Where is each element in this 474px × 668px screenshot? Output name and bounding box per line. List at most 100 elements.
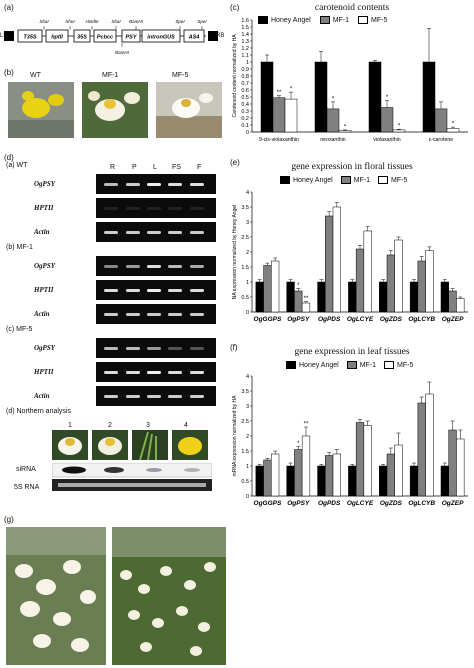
chart-f-title: gene expression in leaf tissues bbox=[294, 347, 410, 357]
x-category-label: violaxanthin bbox=[373, 137, 401, 143]
chart-carotenoid: 00.10.20.30.40.50.60.70.80.911.11.21.31.… bbox=[232, 18, 468, 143]
gel-row-label: HPTII bbox=[34, 286, 54, 294]
bar bbox=[325, 455, 334, 497]
x-category-label: OgZDS bbox=[380, 316, 403, 323]
bar bbox=[272, 97, 286, 133]
gel-band bbox=[190, 313, 204, 316]
chart-e-legend: Honey Angel MF-1 MF-5 bbox=[280, 176, 407, 184]
y-tick-label: 0.7 bbox=[241, 81, 249, 87]
gel-band bbox=[190, 231, 204, 234]
bar bbox=[456, 438, 465, 497]
legend-swatch-mf5 bbox=[384, 361, 395, 369]
gel-band bbox=[104, 395, 118, 398]
legend-swatch-honey bbox=[286, 361, 296, 369]
gel-row-label: Actin bbox=[34, 392, 50, 400]
construct-box bbox=[45, 29, 69, 43]
bar bbox=[332, 206, 341, 313]
construct-box bbox=[93, 29, 117, 43]
bar bbox=[348, 281, 357, 313]
bar bbox=[425, 393, 434, 497]
gel-image bbox=[96, 280, 216, 300]
bar bbox=[255, 281, 264, 313]
x-category-label: OgZEP bbox=[442, 316, 464, 323]
gel-image bbox=[96, 256, 216, 276]
y-tick-label: 1.5 bbox=[241, 25, 249, 31]
y-tick-label: 1.5 bbox=[241, 449, 249, 455]
legend-label-honey: Honey Angel bbox=[293, 176, 333, 184]
photo-label-mf5: MF-5 bbox=[172, 72, 189, 79]
bar bbox=[301, 302, 311, 313]
bar bbox=[317, 465, 326, 497]
construct-box bbox=[17, 29, 43, 43]
bar bbox=[440, 281, 449, 313]
y-tick-label: 0.4 bbox=[241, 102, 249, 108]
northern-label: (d) Northern analysis bbox=[6, 408, 71, 415]
legend-label-mf5: MF-5 bbox=[397, 361, 414, 369]
northern-row-label: 5S RNA bbox=[14, 484, 40, 491]
gel-band bbox=[126, 183, 140, 186]
legend-swatch-mf1 bbox=[340, 176, 351, 184]
panel-d-label: (d) bbox=[4, 153, 14, 162]
x-category-label: OgPSY bbox=[287, 500, 310, 507]
legend-label-mf1: MF-1 bbox=[359, 361, 377, 369]
legend-swatch-mf5 bbox=[378, 176, 389, 184]
x-category-label: ε-carotene bbox=[429, 137, 453, 143]
bar bbox=[394, 239, 403, 313]
x-category-label: OgZEP bbox=[442, 500, 464, 507]
y-tick-label: 1.5 bbox=[241, 265, 249, 271]
y-tick-label: 0.5 bbox=[241, 95, 249, 101]
bar bbox=[255, 465, 264, 497]
bar bbox=[260, 61, 274, 133]
lane-label: L bbox=[153, 164, 157, 171]
gel-band bbox=[147, 265, 161, 268]
significance-mark: * bbox=[452, 122, 455, 128]
gel-band bbox=[104, 265, 118, 268]
bar bbox=[286, 281, 295, 313]
bar bbox=[409, 465, 419, 497]
legend-swatch-mf1 bbox=[346, 361, 357, 369]
y-tick-label: 0.5 bbox=[241, 295, 249, 301]
bar bbox=[294, 290, 303, 313]
restriction-site-label: SpeI bbox=[197, 19, 207, 24]
gel-band bbox=[168, 347, 182, 350]
panel-f-label: (f) bbox=[230, 343, 238, 352]
bar bbox=[417, 260, 426, 313]
lane-label: F bbox=[197, 164, 202, 171]
construct-box-label: PSY bbox=[125, 35, 137, 41]
chart-e-title: gene expression in floral tissues bbox=[291, 162, 413, 172]
photo-label-wt: WT bbox=[30, 72, 41, 79]
gel-band bbox=[104, 207, 118, 210]
gel-row-label: HPTII bbox=[34, 368, 54, 376]
gel-band bbox=[126, 347, 140, 350]
y-tick-label: 0.9 bbox=[241, 67, 249, 73]
bar bbox=[326, 108, 340, 133]
y-tick-label: 2.5 bbox=[241, 419, 249, 425]
gel-band bbox=[104, 313, 118, 316]
y-tick-label: 0.5 bbox=[241, 479, 249, 485]
gel-band bbox=[147, 313, 161, 316]
construct-box-label: Pcbcc bbox=[97, 35, 113, 41]
gel-band bbox=[168, 231, 182, 234]
y-tick-label: 1 bbox=[246, 280, 249, 286]
bar bbox=[456, 298, 465, 313]
legend-swatch-mf5 bbox=[358, 16, 369, 24]
bar bbox=[448, 290, 457, 313]
y-tick-label: 3.5 bbox=[241, 389, 249, 395]
gel-band bbox=[190, 289, 204, 292]
x-category-label: OgLCYB bbox=[408, 500, 435, 507]
northern-sample-photos bbox=[52, 430, 208, 461]
lane-label: FS bbox=[172, 164, 181, 171]
bar bbox=[368, 61, 382, 133]
chart-c-title: carotenoid contents bbox=[314, 3, 390, 13]
bar bbox=[386, 453, 395, 497]
gel-band bbox=[168, 183, 182, 186]
gel-row-label: Actin bbox=[34, 228, 50, 236]
gel-row-label: OgPSY bbox=[34, 262, 55, 270]
legend-label-honey: Honey Angel bbox=[271, 16, 311, 24]
bar bbox=[425, 250, 434, 313]
group-label-wt: (a) WT bbox=[6, 162, 28, 169]
gel-band bbox=[104, 347, 118, 350]
gel-panel: R P L FS F (a) WT (b) MF-1 (c) MF-5 OgPS… bbox=[4, 160, 228, 491]
panel-c-label: (c) bbox=[230, 3, 240, 12]
rb-label: RB bbox=[216, 33, 225, 39]
